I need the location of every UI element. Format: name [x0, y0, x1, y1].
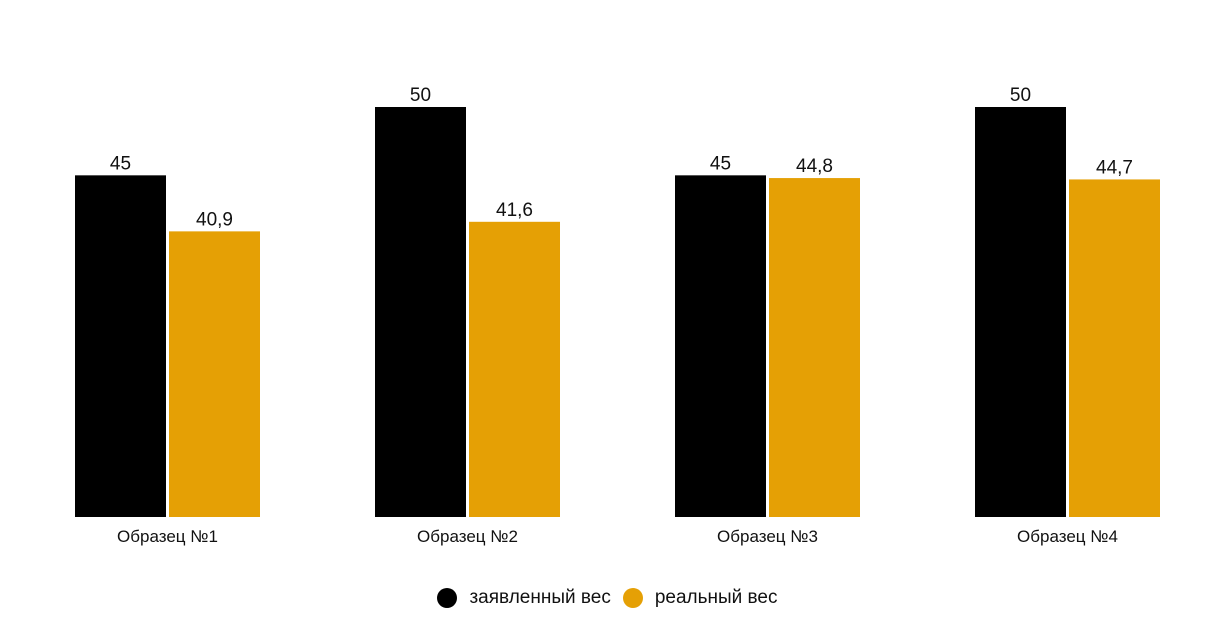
category-label-3: Образец №3: [717, 527, 818, 546]
category-label-2: Образец №2: [417, 527, 518, 546]
category-label-4: Образец №4: [1017, 527, 1118, 546]
bar-declared-2: [375, 107, 466, 517]
legend-item-real: реальный вес: [622, 587, 778, 609]
bar-declared-1: [75, 175, 166, 518]
data-label-declared-4: 50: [1010, 85, 1031, 106]
data-label-declared-2: 50: [410, 85, 431, 106]
data-label-real-1: 40,9: [196, 209, 233, 230]
data-label-real-4: 44,7: [1096, 157, 1133, 178]
legend-swatch-declared: [437, 588, 458, 608]
bar-real-3: [769, 178, 860, 518]
legend-label-real: реальный вес: [654, 587, 778, 608]
bar-declared-3: [675, 175, 766, 518]
bar-chart: 45 40,9 Образец №1 50 41,6 Образец №2 45 44,8 Об…: [75, 85, 1160, 546]
bar-real-4: [1069, 179, 1160, 517]
data-label-declared-1: 45: [110, 153, 131, 174]
bar-declared-4: [975, 107, 1066, 517]
category-label-1: Образец №1: [117, 527, 218, 546]
legend: заявленный вес реальный вес: [0, 582, 1215, 614]
data-label-real-2: 41,6: [496, 200, 533, 221]
legend-label-declared: заявленный вес: [469, 587, 611, 608]
data-label-real-3: 44,8: [796, 156, 833, 177]
data-label-declared-3: 45: [710, 153, 731, 174]
bar-real-2: [469, 221, 560, 518]
legend-swatch-real: [622, 588, 643, 608]
legend-item-declared: заявленный вес: [437, 587, 611, 609]
bar-real-1: [169, 231, 260, 517]
